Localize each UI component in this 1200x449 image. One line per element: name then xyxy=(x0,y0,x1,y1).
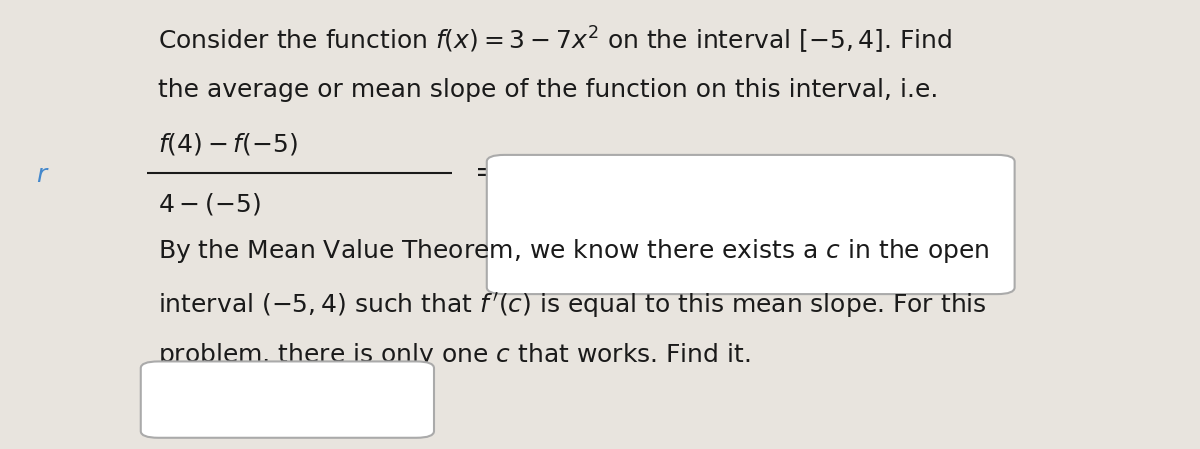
Text: the average or mean slope of the function on this interval, i.e.: the average or mean slope of the functio… xyxy=(158,78,938,102)
Text: problem, there is only one $c$ that works. Find it.: problem, there is only one $c$ that work… xyxy=(158,341,751,369)
Text: Consider the function $f(x) = 3 - 7x^2$ on the interval $[-5, 4]$. Find: Consider the function $f(x) = 3 - 7x^2$ … xyxy=(158,25,953,56)
Text: =: = xyxy=(475,159,498,187)
FancyBboxPatch shape xyxy=(487,155,1015,294)
FancyBboxPatch shape xyxy=(140,361,434,438)
Text: By the Mean Value Theorem, we know there exists a $c$ in the open: By the Mean Value Theorem, we know there… xyxy=(158,238,990,265)
Text: r: r xyxy=(36,163,46,187)
Text: $4 - (-5)$: $4 - (-5)$ xyxy=(158,191,262,217)
Text: $f(4) - f(-5)$: $f(4) - f(-5)$ xyxy=(158,131,299,157)
Text: interval $(-5, 4)$ such that $f\,'(c)$ is equal to this mean slope. For this: interval $(-5, 4)$ such that $f\,'(c)$ i… xyxy=(158,291,988,320)
